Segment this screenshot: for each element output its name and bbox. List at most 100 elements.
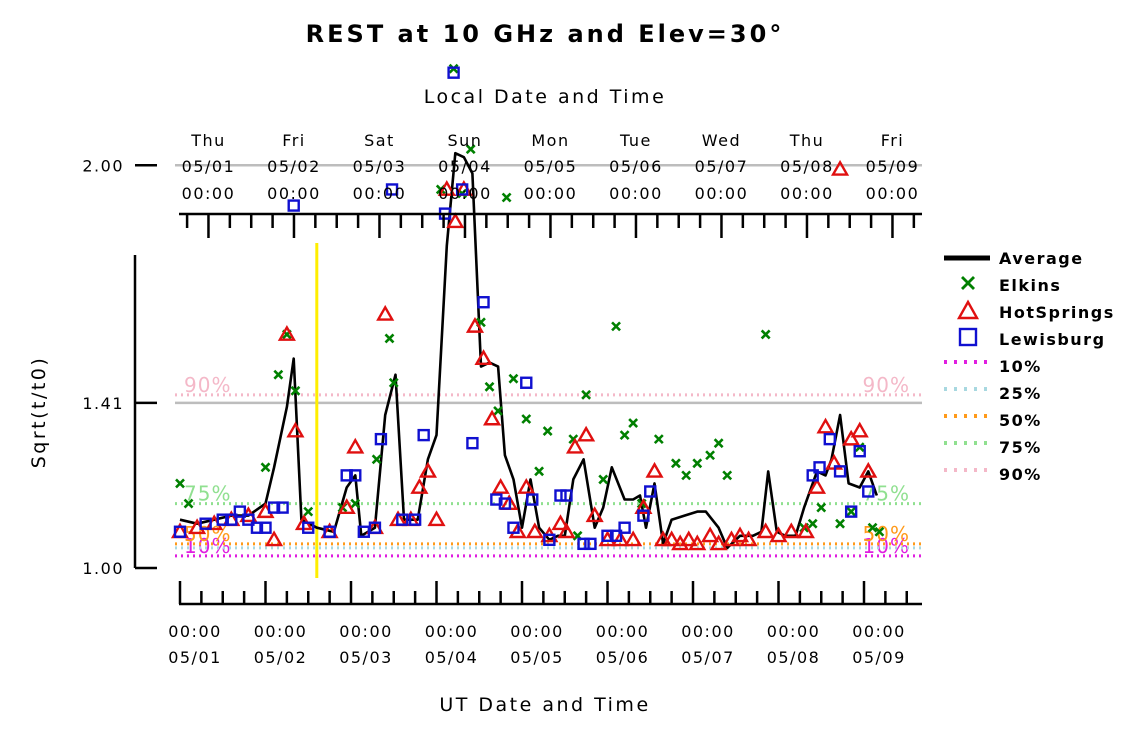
- top-tick-day-3: Sun: [448, 131, 483, 150]
- top-tick-day-7: Thu: [789, 131, 825, 150]
- top-tick-date-7: 05/08: [780, 157, 834, 176]
- elkins-point-23-b: [542, 426, 553, 437]
- y-axis-title: Sqrt(t/t0): [28, 356, 50, 469]
- lewisburg-point-32: [543, 533, 556, 547]
- elkins-point-11-b: [388, 377, 399, 388]
- x-axis-title: UT Date and Time: [439, 694, 650, 716]
- hotsprings-point-50: [730, 526, 750, 543]
- lewisburg-point-48: [862, 485, 875, 498]
- hotsprings-point-17: [410, 478, 429, 494]
- percentile-label-right-10%: 10%: [863, 534, 910, 558]
- lewisburg-point-47: [853, 445, 866, 458]
- top-tick-time-4: 00:00: [524, 184, 578, 203]
- legend-swatch-elkins: [961, 276, 975, 290]
- elkins-point-44-b: [846, 506, 857, 517]
- lewisburg-point-18: [385, 183, 399, 196]
- elkins-point-35-b: [692, 458, 703, 469]
- chart-title: REST at 10 GHz and Elev=30°: [306, 20, 785, 48]
- top-tick-day-8: Fri: [881, 131, 905, 150]
- top-tick-date-6: 05/07: [695, 157, 749, 176]
- lewisburg-point-37: [601, 529, 614, 542]
- bottom-tick-time-6: 00:00: [681, 622, 735, 641]
- hotsprings-point-33: [557, 522, 576, 539]
- hotsprings-point-7: [277, 325, 296, 341]
- lewisburg-point-26: [477, 296, 490, 309]
- hotsprings-point-56: [807, 478, 827, 494]
- elkins-point-37-b: [713, 438, 724, 449]
- legend: Average Elkins HotSprings Lewisburg 10% 25% 50…: [944, 249, 1115, 484]
- hotsprings-point-32: [551, 514, 570, 531]
- elkins-point-9: [371, 454, 382, 465]
- elkins-point-26: [581, 389, 592, 400]
- hotsprings-point-20: [437, 180, 456, 196]
- elkins-point-10-b: [384, 333, 395, 344]
- chart-text: REST at 10 GHz and Elev=30° Local Date a…: [28, 20, 785, 716]
- top-tick-date-2: 05/03: [353, 157, 407, 176]
- lewisburg-point-16: [368, 521, 382, 534]
- top-tick-day-1: Fri: [282, 131, 306, 150]
- hotsprings-point-11: [337, 498, 356, 515]
- lewisburg-point-3: [225, 513, 238, 526]
- top-tick-time-2: 00:00: [353, 184, 407, 203]
- elkins-point-2: [260, 462, 271, 473]
- elkins-point-33-b: [670, 458, 681, 469]
- elkins-point-47-b: [874, 526, 885, 537]
- top-tick-time-8: 00:00: [866, 184, 920, 203]
- lewisburg-point-28: [498, 497, 512, 510]
- top-tick-date-3: 05/04: [438, 157, 492, 176]
- lewisburg-point-4: [233, 505, 247, 518]
- lewisburg-point-46: [844, 505, 858, 518]
- elkins-point-15: [465, 144, 476, 155]
- bottom-tick-date-6: 05/07: [681, 648, 735, 667]
- lewisburg-point-19: [396, 513, 409, 526]
- bottom-tick-date-1: 05/02: [254, 648, 308, 667]
- lewisburg-point-38: [609, 529, 623, 542]
- lewisburg-point-40: [637, 509, 650, 522]
- elkins-point-5-b: [290, 385, 301, 396]
- lewisburg-point-24: [455, 183, 469, 196]
- elkins-point-20: [508, 373, 519, 384]
- legend-label-hotsprings: HotSprings: [999, 303, 1115, 322]
- lewisburg-point-20: [408, 513, 422, 526]
- hotsprings-point-54: [782, 522, 801, 539]
- hotsprings-point-14: [376, 304, 395, 321]
- legend-label-90: 90%: [999, 465, 1042, 484]
- hotsprings-point-12: [346, 437, 365, 454]
- legend-label-elkins: Elkins: [999, 276, 1061, 295]
- elkins-point-1-b: [183, 498, 194, 509]
- elkins-point-6: [303, 506, 314, 517]
- elkins-point-34-b: [681, 470, 692, 481]
- elkins-point-6-b: [303, 506, 314, 517]
- elkins-point-23: [542, 426, 553, 437]
- percentile-label-right-75%: 75%: [863, 482, 910, 506]
- hotsprings-point-21: [446, 212, 465, 229]
- hotsprings-point-18: [418, 461, 438, 478]
- hotsprings-point-19: [427, 510, 446, 527]
- lewisburg-point-25: [466, 436, 479, 450]
- elkins-point-46: [867, 522, 878, 533]
- top-tick-day-5: Tue: [619, 131, 652, 150]
- top-tick-time-5: 00:00: [609, 184, 663, 203]
- elkins-point-27: [598, 474, 609, 485]
- hotsprings-point-46: [688, 534, 707, 551]
- elkins-point-32: [653, 434, 664, 445]
- elkins-point-2-b: [260, 462, 271, 473]
- lewisburg-point-41: [644, 485, 657, 498]
- elkins-point-41: [807, 518, 818, 529]
- bottom-tick-time-0: 00:00: [168, 622, 222, 641]
- elkins-point-21-b: [521, 414, 532, 424]
- bottom-tick-time-4: 00:00: [510, 622, 564, 641]
- elkins-point-18-b: [493, 406, 503, 416]
- hotsprings-point-59: [830, 159, 850, 176]
- lewisburg-point-34: [560, 489, 573, 502]
- y-tick-label-2: 2.00: [82, 156, 124, 175]
- lewisburg-point-7: [259, 521, 272, 534]
- hotsprings-point-57: [816, 417, 835, 434]
- lewisburg-point-5: [242, 513, 255, 526]
- top-tick-time-7: 00:00: [780, 184, 834, 203]
- elkins-point-0: [175, 478, 185, 489]
- legend-x-b: [961, 276, 975, 290]
- elkins-point-25-b: [572, 530, 583, 541]
- top-tick-day-6: Wed: [702, 131, 741, 150]
- hotsprings-point-52: [756, 522, 775, 539]
